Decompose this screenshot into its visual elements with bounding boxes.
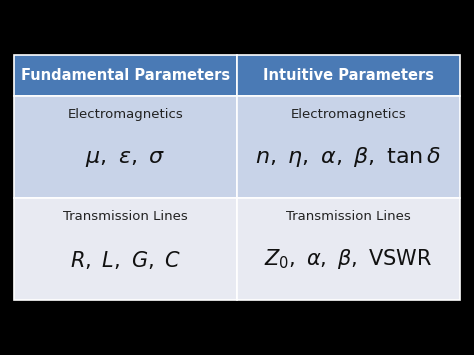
Bar [14, 96, 237, 198]
Text: Electromagnetics: Electromagnetics [291, 108, 406, 121]
Text: $n,\ \eta,\ \alpha,\ \beta,\ \tan\delta$: $n,\ \eta,\ \alpha,\ \beta,\ \tan\delta$ [255, 145, 441, 169]
Text: Transmission Lines: Transmission Lines [286, 210, 411, 223]
Text: Fundamental Parameters: Fundamental Parameters [21, 68, 230, 83]
Text: Electromagnetics: Electromagnetics [68, 108, 183, 121]
Bar [237, 55, 460, 96]
Bar [237, 96, 460, 198]
Text: Transmission Lines: Transmission Lines [63, 210, 188, 223]
Text: $\mu,\ \varepsilon,\ \sigma$: $\mu,\ \varepsilon,\ \sigma$ [85, 149, 166, 169]
Text: $R,\ L,\ G,\ C$: $R,\ L,\ G,\ C$ [70, 250, 181, 271]
Text: $Z_0,\ \alpha,\ \beta,\ \mathrm{VSWR}$: $Z_0,\ \alpha,\ \beta,\ \mathrm{VSWR}$ [264, 247, 432, 271]
Bar [14, 55, 237, 96]
Bar [237, 198, 460, 300]
Text: Intuitive Parameters: Intuitive Parameters [263, 68, 434, 83]
Bar [14, 198, 237, 300]
